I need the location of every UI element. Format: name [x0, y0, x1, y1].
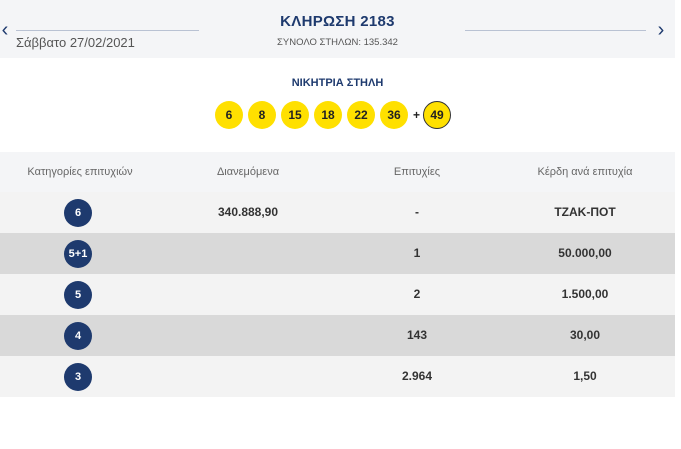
draw-date: Σάββατο 27/02/2021 — [16, 35, 135, 50]
category-badge: 5+1 — [64, 240, 92, 268]
chevron-right-icon[interactable]: › — [657, 19, 665, 41]
winning-numbers: 6 8 15 18 22 36 + 49 — [215, 101, 452, 129]
number-ball: 18 — [314, 101, 342, 129]
winners-count: 2 — [413, 287, 421, 301]
chevron-left-icon[interactable]: ‹ — [1, 19, 9, 41]
header-divider-left — [16, 30, 199, 31]
table-row: 5+1 1 50.000,00 — [0, 233, 675, 274]
category-badge: 6 — [64, 199, 92, 227]
category-badge: 3 — [64, 363, 92, 391]
number-ball: 6 — [215, 101, 243, 129]
table-row: 6 340.888,90 - ΤΖΑΚ-ΠΟΤ — [0, 192, 675, 233]
number-ball: 36 — [380, 101, 408, 129]
draw-title: ΚΛΗΡΩΣΗ 2183 — [280, 13, 395, 30]
number-ball: 8 — [248, 101, 276, 129]
prize-amount: 1.500,00 — [561, 287, 609, 301]
draw-header: ‹ Σάββατο 27/02/2021 ΚΛΗΡΩΣΗ 2183 ΣΥΝΟΛΟ… — [0, 0, 675, 58]
header-divider-right — [465, 30, 646, 31]
prize-amount: 1,50 — [573, 369, 597, 383]
header-winners: Επιτυχίες — [393, 166, 441, 178]
table-row: 3 2.964 1,50 — [0, 356, 675, 397]
number-ball: 22 — [347, 101, 375, 129]
winning-column-title: ΝΙΚΗΤΡΙΑ ΣΤΗΛΗ — [291, 77, 384, 89]
winners-count: 143 — [406, 328, 428, 342]
bonus-ball: 49 — [423, 101, 452, 129]
number-ball: 15 — [281, 101, 309, 129]
header-distributed: Διανεμόμενα — [216, 166, 280, 178]
category-badge: 5 — [64, 281, 92, 309]
prize-table: Κατηγορίες επιτυχιών Διανεμόμενα Επιτυχί… — [0, 152, 675, 397]
plus-sign: + — [413, 108, 421, 122]
prize-amount: ΤΖΑΚ-ΠΟΤ — [554, 205, 616, 219]
winners-count: 2.964 — [401, 369, 433, 383]
category-badge: 4 — [64, 322, 92, 350]
table-row: 5 2 1.500,00 — [0, 274, 675, 315]
header-categories: Κατηγορίες επιτυχιών — [27, 166, 133, 178]
winners-count: - — [415, 205, 419, 219]
header-prize: Κέρδη ανά επιτυχία — [537, 166, 633, 178]
total-columns: ΣΥΝΟΛΟ ΣΤΗΛΩΝ: 135.342 — [277, 37, 398, 48]
table-row: 4 143 30,00 — [0, 315, 675, 356]
distributed-amount: 340.888,90 — [217, 205, 279, 219]
prize-amount: 50.000,00 — [558, 246, 612, 260]
prize-amount: 30,00 — [569, 328, 601, 342]
winners-count: 1 — [413, 246, 421, 260]
table-header: Κατηγορίες επιτυχιών Διανεμόμενα Επιτυχί… — [0, 152, 675, 192]
